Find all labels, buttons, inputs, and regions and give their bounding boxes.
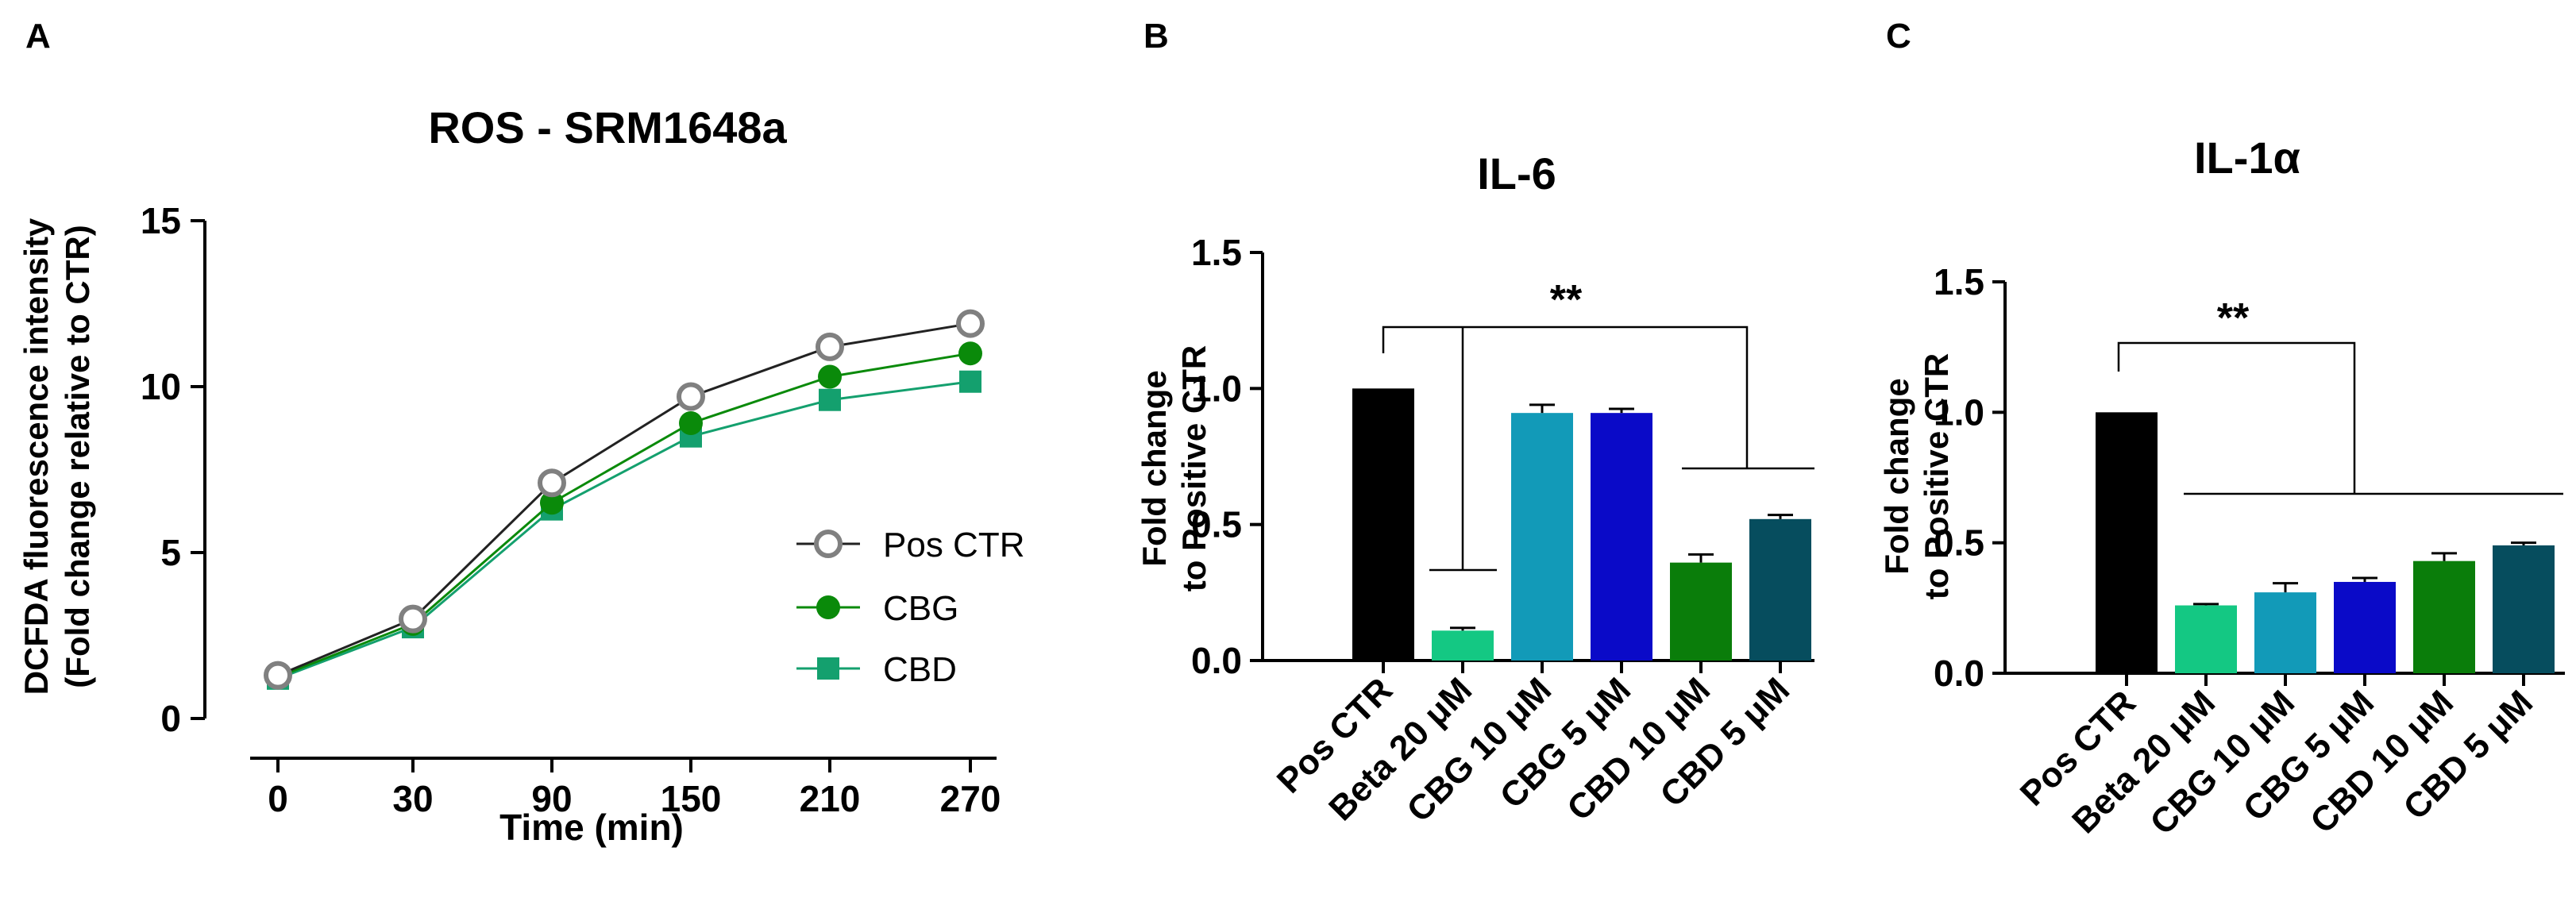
legend-marker [817,657,839,680]
y-tick-label: 5 [160,532,181,573]
legend-label: CBG [883,589,958,628]
legend-label: Pos CTR [883,526,1024,564]
bars-layer [2096,412,2555,673]
data-point [540,491,564,515]
bar [1749,518,1811,661]
y-axis-label-line1: DCFDA fluorescence intensity [17,218,55,695]
chart-title-ros: ROS - SRM1648a [428,102,787,152]
data-point [679,410,703,435]
data-point [538,468,566,498]
y-tick-label: 15 [141,200,181,241]
data-point [816,332,844,361]
series-line-cbg [277,352,971,679]
data-point [819,388,841,411]
data-point [264,661,292,690]
legend-marker [814,530,843,558]
y-tick-label: 10 [141,366,181,407]
bar [2254,592,2316,673]
data-point [677,382,705,411]
x-tick-label: 90 [531,778,572,819]
panel-a: A ROS - SRM1648a DCFDA fluorescence inte… [17,17,1024,848]
chart-title-il1a: IL-1α [2194,133,2300,183]
data-point [818,364,842,389]
y-tick-label: 0 [160,698,181,739]
bar [2175,605,2237,673]
significance-brackets: ** [1382,277,1814,572]
x-tick-label: 0 [268,778,288,819]
bar [2413,561,2475,673]
series-line-cbd [277,380,971,680]
y-tick-label: 1.5 [1191,232,1242,273]
x-axis-label: Time (min) [499,807,684,848]
x-tick-label: 30 [392,778,433,819]
y-axis-label-line1: Fold change [1878,378,1915,574]
significance-bracket [1382,326,1749,468]
y-tick-label: 1.0 [1191,368,1242,409]
significance-marker: ** [1550,277,1583,323]
y-axis-label-line2: to Positive CTR [1918,353,1955,599]
y-tick-label: 0.5 [1934,522,1984,564]
y-tick-label: 1.0 [1934,391,1984,433]
y-axis-label-line2: (Fold change relative to CTR) [59,225,96,688]
x-tick-label: 270 [940,778,1001,819]
significance-bracket [2117,341,2356,494]
data-point [399,604,427,634]
bar [2493,545,2555,673]
x-tick-label: 150 [661,778,722,819]
bar [1352,388,1414,661]
legend: Pos CTR CBG CBD [796,526,1024,689]
bar [2096,412,2158,673]
data-point [958,341,982,366]
bars-layer [1352,388,1811,661]
significance-marker: ** [2217,295,2250,341]
data-point [959,370,981,393]
panel-c: C IL-1α Fold change to Positive CTR 0.0 0… [1878,17,2565,842]
series-layer [264,309,985,690]
data-point [956,309,985,338]
bar [1670,562,1732,661]
bar [1432,630,1494,661]
bar [1591,413,1652,661]
legend-label: CBD [883,650,957,689]
significance-brackets: ** [2117,295,2563,495]
y-tick-label: 0.0 [1934,653,1984,694]
panel-label-c: C [1886,17,1911,56]
bar [2334,581,2396,673]
x-tick-label: 210 [800,778,861,819]
chart-title-il6: IL-6 [1477,148,1556,198]
y-axis-label-line1: Fold change [1136,370,1173,566]
legend-marker [816,595,840,619]
y-tick-label: 0.5 [1191,504,1242,545]
panel-label-b: B [1143,17,1169,56]
y-axis-label-line2: to Positive CTR [1175,345,1213,591]
panel-b: B IL-6 Fold change to Positive CTR 0.0 0.… [1136,17,1814,830]
bar [1511,413,1573,661]
panel-label-a: A [25,17,51,56]
y-tick-label: 1.5 [1934,261,1984,302]
y-tick-label: 0.0 [1191,640,1242,681]
series-line-pos-ctr [277,322,971,677]
